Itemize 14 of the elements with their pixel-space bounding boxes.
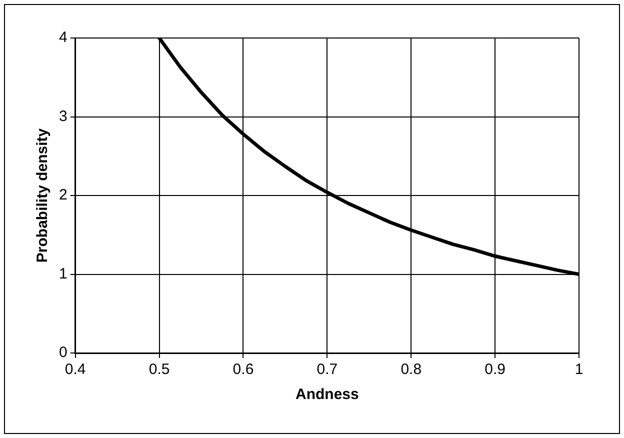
y-tick-label: 0 <box>59 344 68 362</box>
x-tick-label: 0.5 <box>148 361 170 378</box>
y-tick-label: 3 <box>59 108 68 125</box>
y-tick-label: 1 <box>59 265 68 282</box>
x-tick-label: 0.4 <box>64 361 86 378</box>
y-tick-label: 4 <box>59 29 68 46</box>
x-tick-label: 0.9 <box>484 361 506 378</box>
x-tick-label: 0.6 <box>232 361 254 378</box>
y-axis-title: Probability density <box>34 128 52 263</box>
x-axis-title: Andness <box>295 386 359 404</box>
x-tick-label: 0.8 <box>400 361 422 378</box>
y-tick-label: 2 <box>59 186 68 204</box>
x-tick-label: 1 <box>574 361 584 378</box>
x-tick-label: 0.7 <box>316 361 338 378</box>
